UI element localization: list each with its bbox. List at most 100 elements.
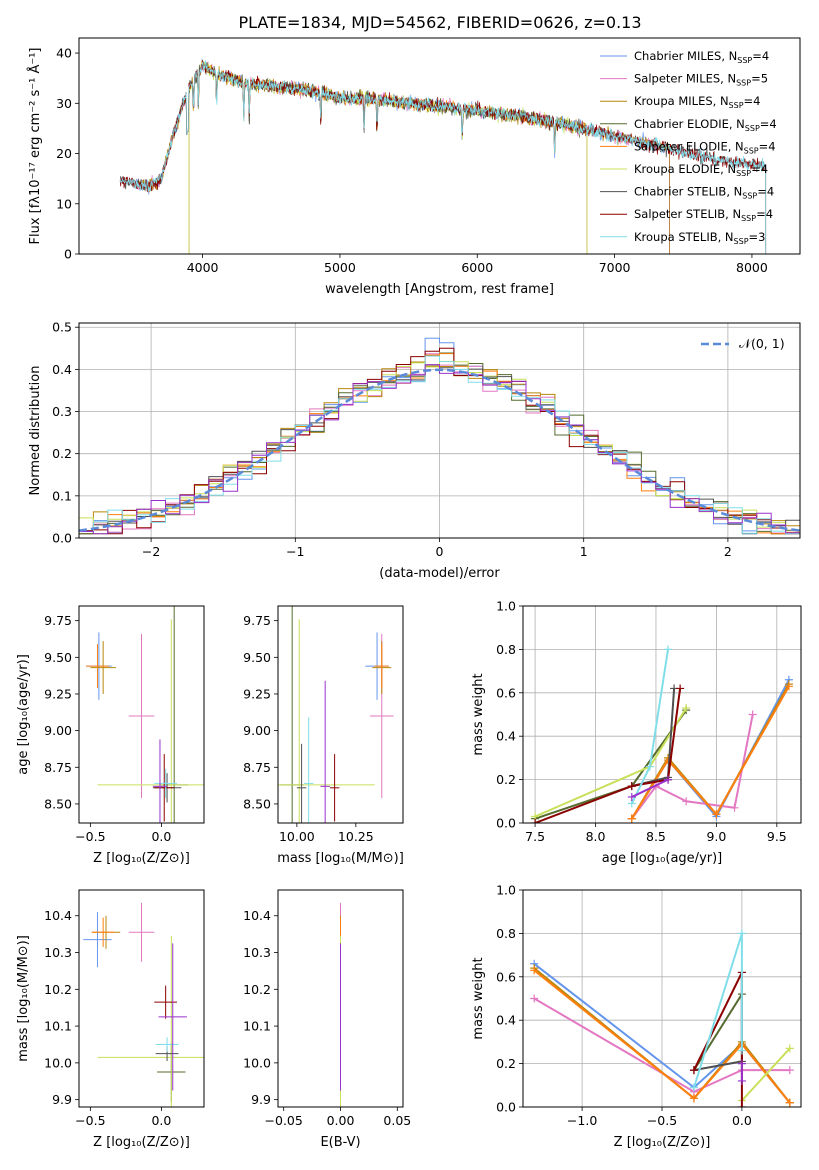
error-cross	[320, 680, 330, 823]
legend-count: =4	[744, 94, 761, 108]
x-tick-label: 4000	[187, 260, 219, 275]
y-tick-label: 8.50	[44, 796, 72, 811]
legend-subscript: SSP	[729, 101, 744, 110]
y-tick-label: 0.4	[52, 362, 72, 377]
error-cross	[296, 743, 307, 823]
weight-marker	[737, 1076, 746, 1085]
weight-marker	[682, 797, 691, 806]
x-tick-label: −0.05	[265, 1113, 303, 1128]
axes-frame	[277, 889, 404, 1108]
mass_vs_Z-panel: −0.5 0.0 9.9 10.0 10.1 10.2 10.3 10.4 Z [log₁₀(Z…	[16, 889, 205, 1150]
y-tick-label: 0.3	[52, 404, 72, 419]
y-tick-label: 1.0	[496, 599, 516, 614]
legend-count: =5	[751, 72, 768, 86]
y-tick-label: 10.4	[44, 908, 72, 923]
error-cross	[154, 754, 175, 822]
x-axis-label: mass [log₁₀(M/M⊙)]	[277, 851, 404, 866]
legend-subscript: SSP	[742, 192, 757, 201]
weight-line	[631, 778, 669, 798]
weight-marker	[530, 966, 539, 975]
y-tick-label: 9.00	[243, 723, 271, 738]
y-axis-label: Normed distribution	[28, 366, 43, 496]
residuals-legend: 𝒩(0, 1)	[701, 336, 785, 351]
weight-marker	[689, 1083, 698, 1092]
y-tick-label: 8.75	[44, 760, 72, 775]
y-tick-label: 30	[56, 96, 72, 111]
axes-frame	[78, 605, 205, 824]
x-tick-label: 5000	[324, 260, 356, 275]
y-tick-label: 10.4	[243, 908, 271, 923]
legend-entry: Kroupa ELODIE, NSSP=4	[634, 162, 768, 178]
legend-count: =4	[759, 139, 776, 153]
weight-marker	[682, 703, 691, 712]
error-cross	[83, 912, 112, 968]
error-cross	[158, 943, 187, 1091]
y-tick-label: 9.00	[44, 723, 72, 738]
weight-marker	[664, 775, 673, 784]
y-tick-label: 10.1	[243, 1019, 271, 1034]
y-tick-label: 0.6	[496, 969, 516, 984]
y-tick-label: 40	[56, 46, 72, 61]
weight-marker	[737, 929, 746, 938]
weight-marker	[737, 1059, 746, 1068]
weight-marker	[676, 684, 685, 693]
y-tick-label: 9.9	[52, 1092, 72, 1107]
weight-marker	[730, 803, 739, 812]
y-tick-label: 0.2	[52, 446, 72, 461]
y-axis-label: mass [log₁₀(M/M⊙)]	[16, 935, 31, 1062]
error-cross	[278, 619, 375, 823]
y-tick-label: 0.0	[496, 1100, 516, 1115]
age_vs_Z-panel: −0.5 0.0 8.50 8.75 9.00 9.25 9.50 9.75 Z [log₁₀(…	[16, 605, 205, 866]
legend-entry: Chabrier MILES, NSSP=4	[634, 49, 769, 65]
y-tick-label: 0.4	[496, 729, 516, 744]
weight_vs_age-plot-area	[531, 645, 793, 823]
y-tick-label: 10.2	[44, 982, 72, 997]
residuals-panel: −2 −1 0 1 2 0.0 0.1 0.2 0.3 0.4 0.5 (data-model)/er…	[28, 320, 801, 581]
spectrum-line	[133, 60, 670, 254]
weight-marker	[627, 792, 636, 801]
y-tick-label: 20	[56, 146, 72, 161]
spectrum-panel: 4000 5000 6000 7000 8000 0 10 20 30 40 wavelength …	[27, 37, 801, 297]
residuals-plot-area	[79, 337, 800, 535]
x-tick-label: −0.5	[75, 1113, 105, 1128]
x-tick-label: −1	[286, 544, 304, 559]
y-tick-label: 0	[64, 247, 72, 262]
x-tick-label: 7000	[599, 260, 631, 275]
y-tick-label: 10.3	[44, 945, 72, 960]
y-tick-label: 0.2	[496, 1056, 516, 1071]
x-tick-label: 7.5	[525, 829, 545, 844]
y-tick-label: 0.6	[496, 685, 516, 700]
weight-line	[693, 972, 743, 1107]
error-cross	[154, 768, 178, 799]
x-tick-label: −1.0	[567, 1113, 597, 1128]
x-tick-label: 0.0	[151, 829, 171, 844]
legend-count: =4	[757, 185, 774, 199]
figure-title: PLATE=1834, MJD=54562, FIBERID=0626, z=0…	[238, 13, 641, 32]
y-tick-label: 10.0	[243, 1055, 271, 1070]
x-tick-label: −0.5	[75, 829, 105, 844]
error-cross	[128, 902, 155, 962]
x-tick-label: −2	[142, 544, 160, 559]
weight-marker	[627, 814, 636, 823]
legend-subscript: SSP	[744, 146, 759, 155]
x-tick-label: 10.00	[279, 829, 315, 844]
x-axis-label: Z [log₁₀(Z/Z⊙)]	[93, 1135, 190, 1150]
weight_vs_Z-panel: −1.0 −0.5 0.0 0.0 0.2 0.4 0.6 0.8 1.0 Z [log₁₀(Z/…	[471, 883, 802, 1150]
legend-subscript: SSP	[741, 214, 756, 223]
age_vs_Z-plot-area	[86, 606, 204, 823]
histogram-series	[79, 347, 800, 535]
weight-marker	[689, 1066, 698, 1075]
age_vs_mass-panel: 10.00 10.25 8.50 8.75 9.00 9.25 9.50 9.75 mass […	[243, 605, 404, 866]
weight-line	[630, 683, 790, 820]
x-tick-label: 9.5	[767, 829, 787, 844]
mass_vs_Z-plot-area	[83, 902, 204, 1107]
error-cross	[97, 935, 204, 1107]
axes-frame	[277, 605, 404, 824]
y-tick-label: 9.75	[243, 613, 271, 628]
error-cross	[152, 739, 168, 823]
y-tick-label: 0.2	[496, 772, 516, 787]
x-axis-label: (data-model)/error	[379, 566, 500, 581]
y-tick-label: 1.0	[496, 883, 516, 898]
mass_vs_ebv-panel: −0.05 0.00 0.05 9.9 10.0 10.1 10.2 10.3 10.4 E(B-…	[243, 889, 411, 1150]
axes-frame	[78, 37, 801, 255]
